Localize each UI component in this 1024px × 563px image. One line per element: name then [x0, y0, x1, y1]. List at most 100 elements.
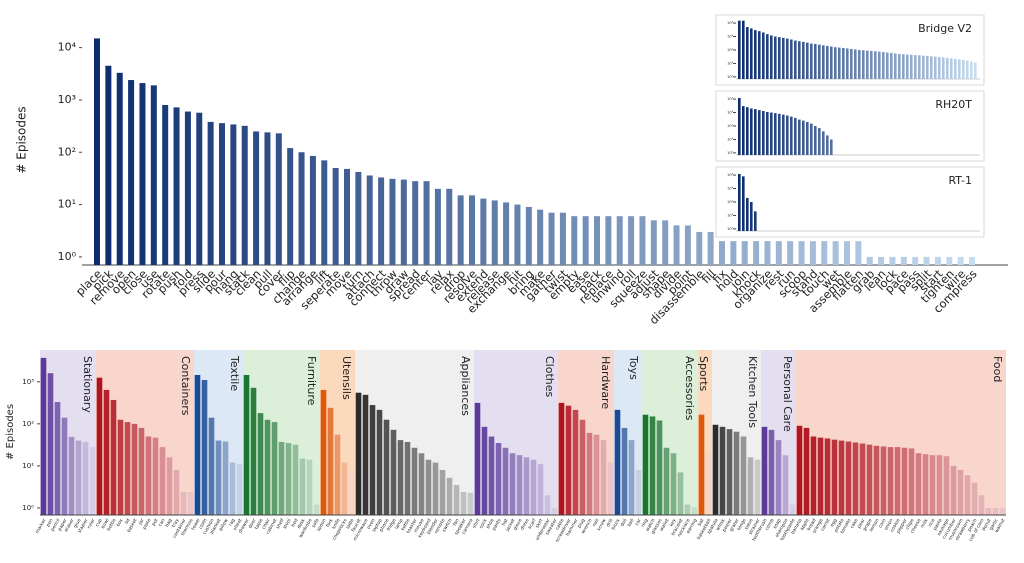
inset-title: RT-1 [948, 174, 972, 187]
inset-bar [862, 50, 865, 79]
inset-bar [754, 211, 757, 231]
group-title: Stationary [81, 356, 94, 413]
inset-bar [826, 45, 829, 79]
bar [635, 469, 642, 515]
x-tick-label: cake [849, 518, 860, 530]
bar [474, 402, 481, 515]
inset-bar [786, 115, 789, 155]
x-tick-label: hat [501, 518, 510, 528]
x-tick-label: jar [137, 518, 146, 527]
inset-bar [886, 52, 889, 79]
inset-bar [822, 131, 825, 155]
x-tick-label: plug [576, 518, 586, 530]
bar [389, 178, 396, 265]
bar [859, 443, 866, 515]
bar [908, 448, 915, 515]
y-tick-label: 10⁰ [727, 75, 733, 79]
bar [817, 437, 824, 515]
y-tick-label: 10² [22, 420, 34, 428]
bar [696, 231, 703, 265]
bar [378, 177, 385, 265]
bar [670, 453, 677, 515]
bar [173, 469, 180, 515]
bar [923, 256, 930, 265]
x-tick-label: corn [877, 518, 887, 530]
bar [460, 491, 467, 515]
bar [207, 121, 214, 265]
inset-bar [814, 125, 817, 155]
bar [628, 216, 635, 265]
bar [719, 426, 726, 515]
bar [684, 225, 691, 265]
x-tick-label: ladle [345, 518, 356, 531]
bar [607, 462, 614, 515]
x-tick-label: glue [72, 518, 82, 530]
bar [880, 446, 887, 515]
inset-bar [762, 110, 765, 155]
inset-bar [946, 57, 949, 79]
x-tick-label: apple [799, 518, 811, 532]
inset-bar [878, 51, 881, 79]
bar [89, 447, 96, 515]
y-tick-label: 10⁴ [727, 173, 733, 177]
inset-bar [810, 123, 813, 155]
bar [503, 202, 510, 265]
bar [922, 454, 929, 515]
bar [264, 132, 271, 265]
bar [614, 409, 621, 515]
x-tick-label: desk [296, 517, 307, 529]
inset-bar [910, 54, 913, 79]
x-tick-label: plate [142, 518, 153, 531]
bar [457, 195, 464, 265]
y-axis-title: # Episodes [15, 106, 29, 173]
bar [96, 377, 103, 515]
bar [852, 442, 859, 515]
bar [719, 241, 725, 265]
bar [469, 195, 475, 265]
bar [383, 419, 390, 515]
y-tick-label: 10³ [727, 35, 733, 39]
inset-bar [742, 20, 745, 79]
bar [116, 72, 123, 266]
bar [775, 241, 782, 265]
bar [117, 419, 124, 515]
x-tick-label: paper [57, 518, 69, 532]
x-tick-label: skirt [534, 518, 544, 530]
x-tick-label: block [610, 517, 621, 531]
group-title: Hardware [599, 356, 612, 409]
bar [593, 434, 600, 515]
y-tick-label: 10² [58, 145, 76, 158]
bar [495, 443, 502, 515]
x-tick-label: sofa [311, 518, 321, 529]
bar [873, 445, 880, 515]
x-tick-label: garlic [988, 517, 1000, 531]
x-tick-label: shoe [485, 518, 496, 530]
inset-bar [794, 40, 797, 79]
bar [866, 444, 873, 515]
x-tick-label: bottle [106, 518, 118, 533]
bar [855, 241, 862, 265]
y-tick-label: 10¹ [727, 61, 733, 65]
x-tick-label: ball [626, 518, 635, 528]
bar [985, 507, 992, 515]
x-tick-label: pear [856, 518, 866, 530]
inset-bar [782, 37, 785, 79]
y-tick-label: 10¹ [727, 137, 733, 141]
x-tick-label: fan [452, 518, 461, 527]
bar [705, 452, 712, 515]
inset-bar [762, 32, 765, 79]
bar [803, 427, 810, 515]
x-tick-label: cloth [198, 518, 209, 531]
x-tick-label: grape [862, 518, 874, 533]
x-tick-label: knife [331, 518, 342, 531]
inset-bar [918, 55, 921, 79]
bar [187, 491, 194, 515]
inset-bar [738, 97, 741, 155]
x-tick-label: door [247, 518, 257, 530]
bar [946, 256, 953, 265]
bar [796, 425, 803, 515]
bar [180, 491, 187, 515]
bar [219, 123, 225, 265]
x-tick-label: bowl [100, 518, 110, 530]
bar [740, 436, 747, 515]
